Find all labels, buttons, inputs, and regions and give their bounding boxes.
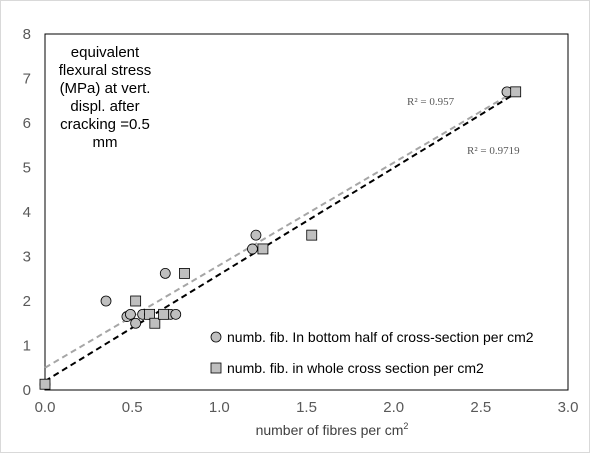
y-axis-label-line: (MPa) at vert. [60, 80, 151, 97]
data-point-whole-section [158, 308, 169, 320]
y-axis-ticks: 0 1 2 3 4 5 6 7 8 [23, 26, 31, 399]
data-point-whole-section [179, 268, 190, 279]
y-tick-label: 0 [23, 382, 31, 399]
plot-area [44, 33, 569, 391]
data-point-whole-section [149, 317, 161, 329]
trendline-whole-section [44, 94, 513, 382]
y-tick-label: 8 [23, 26, 31, 43]
data-point-whole-section [130, 295, 142, 307]
y-tick-label: 5 [23, 160, 31, 177]
data-point-whole-section [306, 229, 318, 241]
data-point-bottom-half [159, 268, 171, 279]
x-tick-label: 1.0 [209, 399, 230, 416]
legend-square-marker [210, 362, 222, 374]
data-point-whole-section [257, 243, 269, 255]
x-tick-label: 1.5 [296, 399, 317, 416]
y-axis-label-line: cracking =0.5 [60, 116, 150, 133]
data-point-bottom-half [170, 308, 182, 320]
y-tick-label: 7 [23, 71, 31, 88]
legend: numb. fib. In bottom half of cross-secti… [210, 329, 534, 376]
data-point-whole-section [39, 378, 51, 390]
data-point-whole-section [510, 86, 522, 98]
y-axis-label-line: equivalent [71, 44, 140, 61]
y-axis-label-line: mm [93, 134, 118, 151]
y-tick-label: 2 [23, 293, 31, 310]
trendline-bottom-half [44, 90, 517, 369]
x-axis-label-text: number of fibres per cm [256, 422, 404, 438]
data-point-bottom-half [247, 243, 258, 255]
r2-label-whole-section: R² = 0.9719 [467, 145, 520, 157]
legend-circle-marker [210, 331, 222, 343]
data-point-bottom-half [100, 295, 112, 307]
y-axis-label-line: displ. after [70, 98, 139, 115]
y-axis-label-line: flexural stress [59, 62, 152, 79]
x-axis-label-superscript: 2 [403, 421, 408, 431]
x-axis-label: number of fibres per cm2 [256, 421, 409, 438]
data-point-bottom-half [250, 229, 262, 241]
x-tick-label: 0.0 [35, 399, 56, 416]
data-point-bottom-half [130, 317, 142, 329]
x-tick-label: 2.0 [383, 399, 404, 416]
y-tick-label: 3 [23, 249, 31, 266]
y-tick-label: 4 [23, 204, 31, 221]
data-point-bottom-half [125, 308, 136, 320]
x-axis-ticks: 0.0 0.5 1.0 1.5 2.0 2.5 3.0 [35, 399, 579, 416]
data-points [39, 86, 522, 390]
trendlines [44, 90, 517, 382]
r2-label-bottom-half: R² = 0.957 [407, 96, 455, 108]
y-tick-label: 6 [23, 115, 31, 132]
x-tick-label: 2.5 [470, 399, 491, 416]
x-tick-label: 0.5 [122, 399, 143, 416]
legend-entry-bottom-half: numb. fib. In bottom half of cross-secti… [227, 329, 534, 345]
legend-entry-whole-section: numb. fib. in whole cross section per cm… [227, 360, 484, 376]
y-tick-label: 1 [23, 338, 31, 355]
x-tick-label: 3.0 [558, 399, 579, 416]
